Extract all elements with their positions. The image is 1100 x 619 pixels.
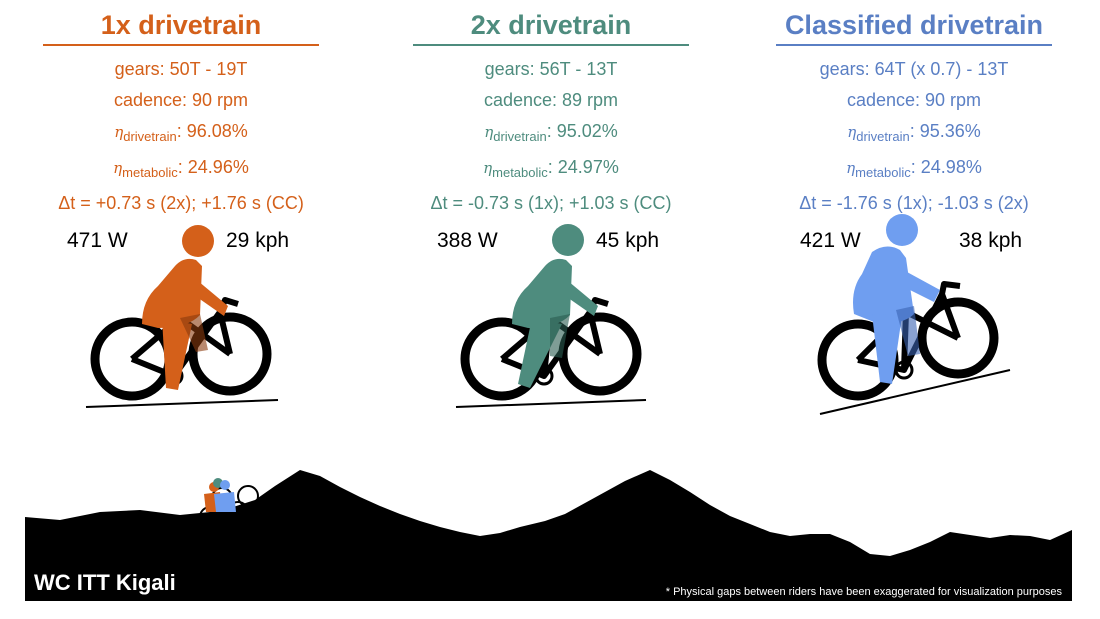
mini-cyclists-icon bbox=[199, 478, 259, 528]
footnote: * Physical gaps between riders have been… bbox=[665, 586, 1062, 598]
eta-sub: drivetrain bbox=[856, 129, 910, 144]
title-underline bbox=[413, 44, 689, 46]
eta-value: : 24.96% bbox=[177, 157, 249, 177]
gears-text: gears: 64T (x 0.7) - 13T bbox=[819, 59, 1009, 79]
cyclist-classified-icon bbox=[817, 214, 1011, 415]
eta-sub: drivetrain bbox=[123, 129, 177, 144]
title-underline bbox=[776, 44, 1052, 46]
eta-drivetrain: ηdrivetrain: 96.08% bbox=[31, 116, 331, 152]
power-label: 421 W bbox=[800, 229, 861, 252]
panel-1x: 1x drivetrain gears: 50T - 19T cadence: … bbox=[31, 0, 331, 219]
eta-value: : 95.36% bbox=[909, 121, 981, 141]
cadence-text: cadence: 89 rpm bbox=[483, 90, 619, 110]
delta-text: Δt = +0.73 s (2x); +1.76 s (CC) bbox=[58, 193, 304, 213]
eta-value: : 24.98% bbox=[910, 157, 982, 177]
eta-value: : 95.02% bbox=[546, 121, 618, 141]
eta-symbol: η bbox=[846, 159, 856, 177]
speed-label: 45 kph bbox=[596, 229, 660, 252]
eta-symbol: η bbox=[847, 123, 857, 141]
eta-symbol: η bbox=[113, 159, 123, 177]
eta-sub: metabolic bbox=[122, 165, 178, 180]
delta-text: Δt = -1.76 s (1x); -1.03 s (2x) bbox=[799, 193, 1029, 213]
title-underline bbox=[43, 44, 319, 46]
speed-label: 29 kph bbox=[226, 229, 290, 252]
panel-classified: Classified drivetrain gears: 64T (x 0.7)… bbox=[764, 0, 1064, 219]
cadence-text: cadence: 90 rpm bbox=[113, 90, 249, 110]
panel-title: 2x drivetrain bbox=[470, 10, 632, 40]
eta-metabolic: ηmetabolic: 24.97% bbox=[401, 152, 701, 188]
power-label: 388 W bbox=[437, 229, 498, 252]
eta-value: : 96.08% bbox=[176, 121, 248, 141]
eta-sub: metabolic bbox=[492, 165, 548, 180]
speed-label: 38 kph bbox=[959, 229, 1023, 252]
eta-drivetrain: ηdrivetrain: 95.02% bbox=[401, 116, 701, 152]
eta-symbol: η bbox=[484, 123, 494, 141]
panel-2x: 2x drivetrain gears: 56T - 13T cadence: … bbox=[401, 0, 701, 219]
eta-metabolic: ηmetabolic: 24.96% bbox=[31, 152, 331, 188]
eta-symbol: η bbox=[483, 159, 493, 177]
eta-value: : 24.97% bbox=[547, 157, 619, 177]
eta-symbol: η bbox=[114, 123, 124, 141]
eta-sub: metabolic bbox=[855, 165, 911, 180]
panel-title: Classified drivetrain bbox=[784, 10, 1044, 40]
delta-text: Δt = -0.73 s (1x); +1.03 s (CC) bbox=[430, 193, 672, 213]
gears-text: gears: 50T - 19T bbox=[114, 59, 248, 79]
course-title: WC ITT Kigali bbox=[34, 570, 176, 595]
power-label: 471 W bbox=[67, 229, 128, 252]
gears-text: gears: 56T - 13T bbox=[484, 59, 618, 79]
panel-title: 1x drivetrain bbox=[100, 10, 262, 40]
eta-metabolic: ηmetabolic: 24.98% bbox=[764, 152, 1064, 188]
eta-drivetrain: ηdrivetrain: 95.36% bbox=[764, 116, 1064, 152]
eta-sub: drivetrain bbox=[493, 129, 547, 144]
cadence-text: cadence: 90 rpm bbox=[846, 90, 982, 110]
cyclist-1x-icon bbox=[85, 225, 279, 408]
cyclist-2x-icon bbox=[455, 224, 647, 408]
